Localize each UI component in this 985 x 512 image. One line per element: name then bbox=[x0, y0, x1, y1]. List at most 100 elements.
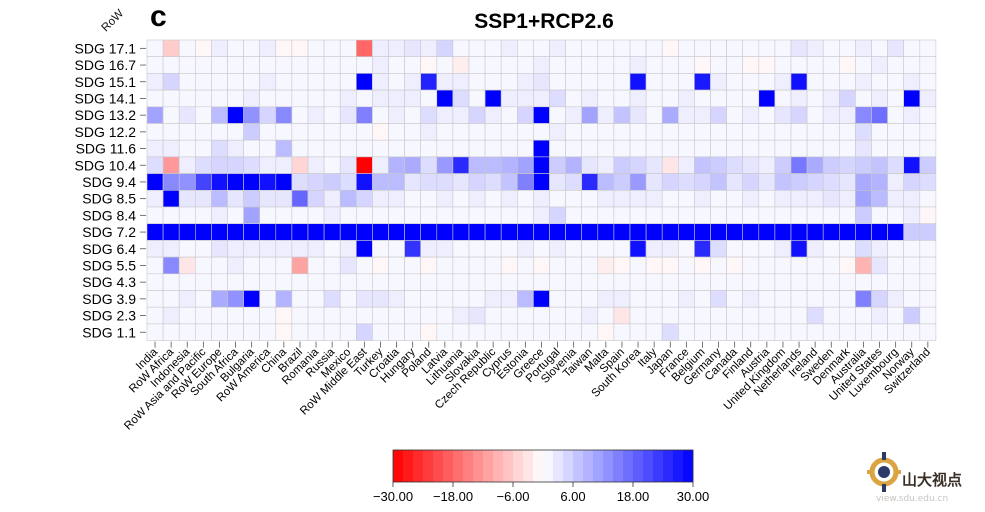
heatmap-cell bbox=[677, 106, 695, 124]
heatmap-cell bbox=[838, 106, 856, 124]
heatmap-cell bbox=[549, 106, 566, 124]
heatmap-cell bbox=[694, 190, 711, 208]
heatmap-cell bbox=[146, 56, 164, 74]
heatmap-cell bbox=[355, 73, 373, 91]
heatmap-cell bbox=[645, 139, 663, 158]
heatmap-cell bbox=[243, 73, 261, 91]
heatmap-cell bbox=[323, 223, 341, 241]
heatmap-cell bbox=[533, 306, 550, 325]
heatmap-cell bbox=[291, 256, 309, 275]
heatmap-cell bbox=[162, 206, 180, 225]
heatmap-cell bbox=[581, 173, 599, 191]
heatmap-cell bbox=[339, 89, 357, 108]
heatmap-cell bbox=[420, 139, 438, 158]
heatmap-cell bbox=[790, 290, 808, 308]
heatmap-cell bbox=[645, 106, 663, 124]
heatmap-cell bbox=[726, 106, 743, 124]
heatmap-cell bbox=[597, 89, 615, 108]
heatmap-cells bbox=[146, 39, 937, 341]
heatmap-cell bbox=[726, 206, 743, 225]
heatmap-cell bbox=[339, 290, 357, 308]
heatmap-cell bbox=[903, 139, 921, 158]
heatmap-cell bbox=[468, 39, 486, 58]
colorbar-swatch bbox=[403, 450, 414, 482]
heatmap-cell bbox=[694, 56, 711, 74]
heatmap-cell bbox=[146, 240, 164, 258]
heatmap-cell bbox=[919, 323, 937, 341]
heatmap-cell bbox=[275, 306, 293, 325]
y-tick-label: SDG 7.2 bbox=[82, 224, 136, 240]
heatmap-cell bbox=[806, 256, 824, 275]
heatmap-cell bbox=[211, 89, 228, 108]
heatmap-cell bbox=[420, 106, 438, 124]
heatmap-cell bbox=[629, 156, 647, 174]
heatmap-cell bbox=[758, 323, 776, 341]
heatmap-cell bbox=[452, 123, 470, 141]
heatmap-cell bbox=[838, 156, 856, 174]
heatmap-cell bbox=[613, 273, 631, 291]
heatmap-cell bbox=[822, 89, 840, 108]
heatmap-cell bbox=[758, 206, 776, 225]
heatmap-cell bbox=[259, 206, 277, 225]
heatmap-cell bbox=[516, 139, 534, 158]
heatmap-cell bbox=[388, 223, 405, 241]
heatmap-cell bbox=[774, 123, 792, 141]
heatmap-cell bbox=[581, 89, 599, 108]
heatmap-cell bbox=[291, 306, 309, 325]
y-tick-label: SDG 17.1 bbox=[75, 40, 137, 56]
colorbar-swatch bbox=[553, 450, 564, 482]
heatmap-cell bbox=[162, 323, 180, 341]
heatmap-cell bbox=[549, 123, 566, 141]
heatmap-cell bbox=[838, 56, 856, 74]
heatmap-cell bbox=[694, 256, 711, 275]
heatmap-cell bbox=[178, 240, 196, 258]
heatmap-cell bbox=[629, 256, 647, 275]
heatmap-cell bbox=[533, 273, 550, 291]
heatmap-cell bbox=[436, 39, 454, 58]
heatmap-cell bbox=[677, 290, 695, 308]
heatmap-cell bbox=[629, 56, 647, 74]
colorbar-swatch bbox=[613, 450, 624, 482]
heatmap-cell bbox=[645, 123, 663, 141]
heatmap-cell bbox=[726, 323, 743, 341]
heatmap-cell bbox=[822, 223, 840, 241]
heatmap-cell bbox=[774, 223, 792, 241]
heatmap-cell bbox=[549, 73, 566, 91]
heatmap-cell bbox=[388, 39, 405, 58]
heatmap-cell bbox=[452, 223, 470, 241]
heatmap-cell bbox=[259, 223, 277, 241]
heatmap-cell bbox=[774, 273, 792, 291]
heatmap-cell bbox=[565, 173, 582, 191]
sdu-logo-icon bbox=[867, 452, 901, 492]
heatmap-cell bbox=[613, 56, 631, 74]
heatmap-cell bbox=[275, 323, 293, 341]
heatmap-cell bbox=[790, 323, 808, 341]
heatmap-cell bbox=[581, 223, 599, 241]
heatmap-cell bbox=[533, 190, 550, 208]
heatmap-cell bbox=[211, 56, 228, 74]
heatmap-cell bbox=[661, 223, 679, 241]
heatmap-cell bbox=[645, 290, 663, 308]
heatmap-cell bbox=[774, 240, 792, 258]
heatmap-cell bbox=[275, 290, 293, 308]
heatmap-cell bbox=[533, 323, 550, 341]
heatmap-cell bbox=[355, 173, 373, 191]
colorbar-swatch bbox=[603, 450, 614, 482]
heatmap-cell bbox=[597, 290, 615, 308]
heatmap-cell bbox=[516, 190, 534, 208]
heatmap-cell bbox=[162, 256, 180, 275]
heatmap-cell bbox=[919, 256, 937, 275]
heatmap-cell bbox=[323, 173, 341, 191]
heatmap-cell bbox=[195, 56, 212, 74]
heatmap-cell bbox=[339, 256, 357, 275]
heatmap-cell bbox=[339, 73, 357, 91]
heatmap-cell bbox=[677, 123, 695, 141]
heatmap-cell bbox=[323, 89, 341, 108]
heatmap-cell bbox=[742, 156, 760, 174]
heatmap-cell bbox=[661, 240, 679, 258]
heatmap-cell bbox=[404, 273, 422, 291]
heatmap-cell bbox=[533, 290, 550, 308]
heatmap-cell bbox=[822, 190, 840, 208]
heatmap-cell bbox=[661, 306, 679, 325]
